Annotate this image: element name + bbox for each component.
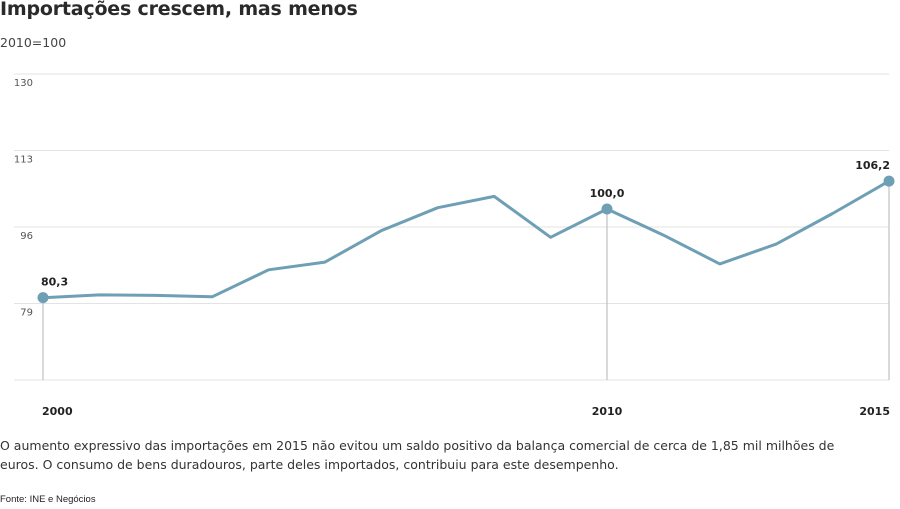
data-point-marker [37,292,49,304]
x-tick-label: 2010 [592,405,623,418]
data-label: 106,2 [855,159,890,172]
x-tick-label: 2015 [859,405,890,418]
y-axis-ticks: 130 113 96 79 [14,78,33,319]
x-axis-ticks: 2000 2010 2015 [42,405,890,418]
data-label: 100,0 [590,187,625,200]
y-tick-label: 130 [14,78,33,89]
x-tick-label: 2000 [42,405,73,418]
imports-series-line [41,179,891,300]
data-point-marker [601,203,613,215]
marker-lines [42,181,890,380]
y-tick-label: 113 [14,155,33,166]
highlight-markers [37,175,895,304]
gridlines [14,73,889,381]
chart-caption: O aumento expressivo das importações em … [0,438,835,472]
chart-title: Importações crescem, mas menos [0,0,358,20]
line-chart: 130 113 96 79 2000 2010 2015 80,3 100,0 106,2 [14,73,895,418]
y-tick-label: 96 [20,231,33,242]
data-label: 80,3 [41,276,68,289]
source-note: Fonte: INE e Negócios [0,494,96,505]
data-point-marker [883,175,895,187]
y-tick-label: 79 [20,308,33,319]
data-labels: 80,3 100,0 106,2 [41,159,890,289]
chart-subtitle: 2010=100 [0,35,67,50]
